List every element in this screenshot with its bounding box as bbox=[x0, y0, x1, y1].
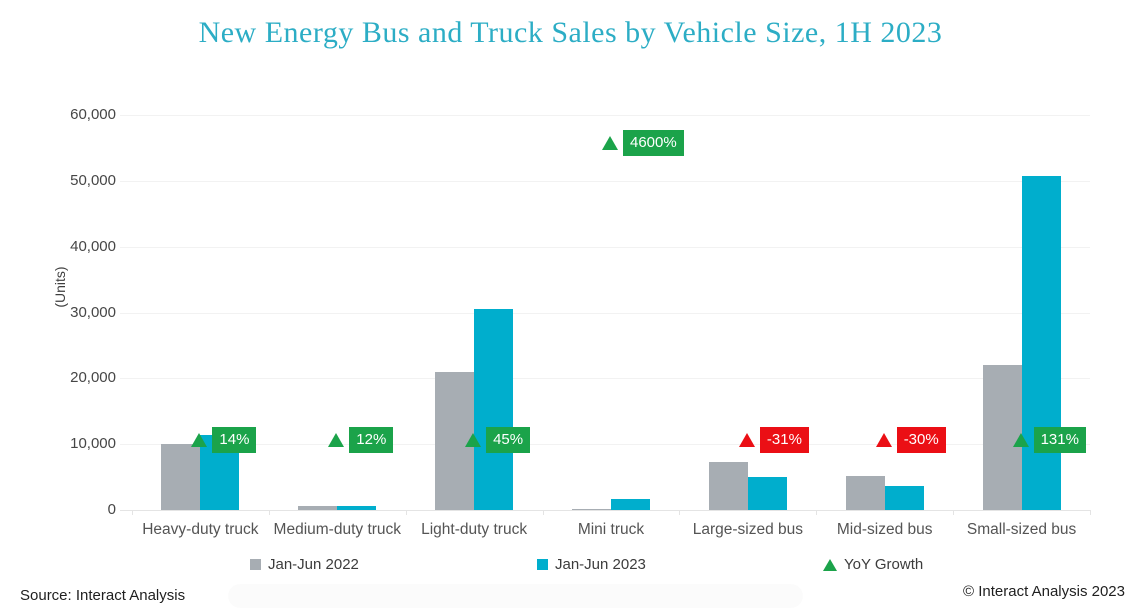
x-category-label: Small-sized bus bbox=[966, 521, 1077, 538]
source-note: Source: Interact Analysis bbox=[20, 587, 186, 604]
bar-jan-jun-2022 bbox=[708, 461, 748, 510]
growth-up-triangle-icon bbox=[191, 433, 208, 448]
growth-down-triangle-icon bbox=[875, 433, 892, 448]
growth-value-label: 4600% bbox=[623, 129, 684, 156]
growth-value-label: -30% bbox=[896, 427, 946, 454]
legend-label-yoy: YoY Growth bbox=[844, 556, 924, 573]
growth-up-triangle-icon bbox=[1012, 433, 1029, 448]
y-tick-label: 50,000 bbox=[70, 171, 116, 189]
x-axis-tick bbox=[816, 510, 818, 515]
chart-title: New Energy Bus and Truck Sales by Vehicl… bbox=[198, 16, 943, 49]
yoy-growth-badge: 4600% bbox=[602, 129, 684, 156]
yoy-growth-badge: -31% bbox=[738, 427, 809, 454]
legend-swatch-2022 bbox=[250, 559, 261, 570]
x-axis-tick bbox=[953, 510, 955, 515]
legend-swatch-2023 bbox=[537, 559, 548, 570]
yoy-growth-badge: 12% bbox=[328, 427, 394, 454]
x-category-label: Light-duty truck bbox=[421, 521, 528, 538]
bar-jan-jun-2023 bbox=[611, 498, 650, 510]
gridline bbox=[120, 115, 1090, 116]
bar-jan-jun-2023 bbox=[474, 309, 514, 510]
x-category-label: Large-sized bus bbox=[692, 521, 804, 538]
legend-item-jan-jun-2023: Jan-Jun 2023 bbox=[537, 556, 646, 573]
legend-label-2023: Jan-Jun 2023 bbox=[555, 556, 646, 573]
x-category-label: Mini truck bbox=[577, 521, 645, 538]
bar-jan-jun-2022 bbox=[161, 444, 201, 510]
y-tick-label: 60,000 bbox=[70, 106, 116, 123]
growth-value-label: 14% bbox=[212, 427, 257, 454]
bar-jan-jun-2023 bbox=[884, 486, 924, 510]
gridline bbox=[120, 246, 1090, 248]
bar-jan-jun-2022 bbox=[845, 475, 885, 510]
x-axis-tick bbox=[679, 510, 681, 515]
bar-jan-jun-2023 bbox=[1021, 176, 1061, 510]
legend: Jan-Jun 2022 Jan-Jun 2023 YoY Growth bbox=[0, 556, 1141, 576]
gridline bbox=[120, 180, 1090, 182]
yoy-growth-badge: 131% bbox=[1012, 427, 1086, 454]
bar-jan-jun-2023 bbox=[747, 477, 787, 510]
x-axis-tick bbox=[1090, 510, 1091, 515]
growth-value-label: -31% bbox=[759, 427, 809, 454]
yoy-growth-badge: 45% bbox=[465, 427, 531, 454]
y-tick-label: 40,000 bbox=[70, 237, 116, 255]
growth-up-triangle-icon bbox=[465, 433, 482, 448]
x-axis-tick bbox=[405, 510, 407, 515]
x-axis-tick bbox=[542, 510, 544, 515]
legend-item-jan-jun-2022: Jan-Jun 2022 bbox=[250, 556, 359, 573]
copyright-note: © Interact Analysis 2023 bbox=[963, 583, 1125, 600]
yoy-growth-triangle-icon bbox=[823, 558, 837, 571]
gridline bbox=[120, 312, 1090, 314]
y-tick-label: 10,000 bbox=[70, 435, 116, 453]
legend-item-yoy-growth: YoY Growth bbox=[823, 556, 923, 573]
growth-up-triangle-icon bbox=[328, 433, 345, 448]
bottom-highlight-wash bbox=[228, 584, 803, 608]
gridline bbox=[120, 444, 1090, 446]
bar-jan-jun-2022 bbox=[298, 506, 338, 511]
growth-value-label: 45% bbox=[486, 427, 531, 454]
x-axis-baseline bbox=[120, 510, 1090, 511]
x-category-label: Medium-duty truck bbox=[273, 521, 402, 538]
legend-label-2022: Jan-Jun 2022 bbox=[268, 556, 359, 573]
x-axis-tick bbox=[268, 510, 270, 515]
y-tick-label: 0 bbox=[107, 501, 116, 518]
y-tick-label: 20,000 bbox=[70, 369, 116, 387]
yoy-growth-badge: -30% bbox=[875, 427, 946, 454]
growth-up-triangle-icon bbox=[602, 135, 618, 150]
growth-value-label: 12% bbox=[349, 427, 394, 454]
yoy-growth-badge: 14% bbox=[191, 427, 257, 454]
x-category-label: Mid-sized bus bbox=[836, 521, 933, 538]
y-tick-label: 30,000 bbox=[70, 303, 116, 321]
growth-down-triangle-icon bbox=[738, 433, 755, 448]
x-category-label: Heavy-duty truck bbox=[142, 521, 259, 538]
growth-value-label: 131% bbox=[1033, 427, 1086, 454]
gridline bbox=[120, 378, 1090, 380]
bar-jan-jun-2022 bbox=[572, 508, 611, 510]
x-axis-tick bbox=[132, 510, 133, 515]
bar-jan-jun-2023 bbox=[337, 505, 377, 510]
